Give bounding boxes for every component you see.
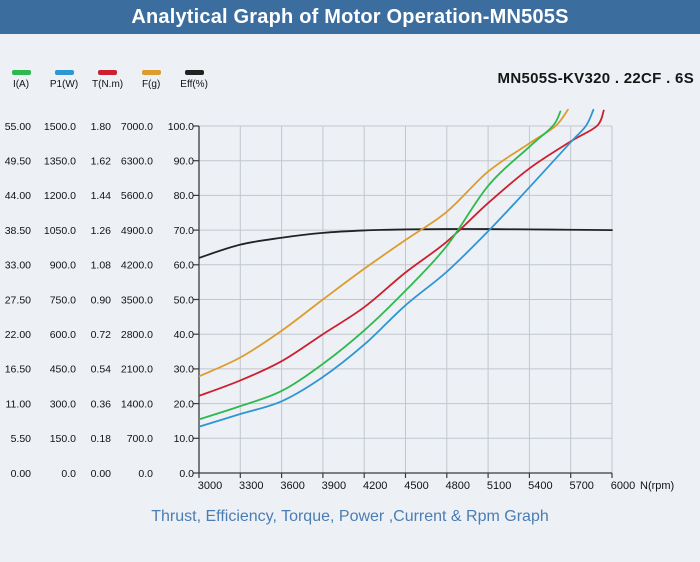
title-bar: Analytical Graph of Motor Operation-MN50… xyxy=(0,0,700,34)
chart-header-row: I(A) P1(W) T(N.m) F(g) Eff(%) MN505S-KV3… xyxy=(0,66,700,98)
y-tick-label: 900.0 xyxy=(50,260,76,272)
y-tick-label: 70.0 xyxy=(174,225,195,237)
legend-label-power: P1(W) xyxy=(49,79,79,90)
x-tick-label: 3300 xyxy=(239,480,263,492)
y-tick-label: 5.50 xyxy=(11,433,32,445)
y-tick-label: 0.0 xyxy=(179,468,194,480)
page-title: Analytical Graph of Motor Operation-MN50… xyxy=(131,5,569,28)
x-axis-unit-label: N(rpm) xyxy=(640,480,674,492)
y-tick-label: 7000.0 xyxy=(121,121,153,133)
curve-f-g- xyxy=(199,108,569,378)
y-tick-label: 1350.0 xyxy=(44,156,76,168)
y-tick-label: 2800.0 xyxy=(121,329,153,341)
y-tick-label: 40.0 xyxy=(174,329,195,341)
x-tick-label: 4200 xyxy=(363,480,387,492)
legend-label-current: I(A) xyxy=(12,79,30,90)
legend-label-efficiency: Eff(%) xyxy=(180,79,208,90)
y-tick-label: 150.0 xyxy=(50,433,76,445)
y-tick-label: 1500.0 xyxy=(44,121,76,133)
legend-item-current: I(A) xyxy=(6,66,36,90)
chart-caption: Thrust, Efficiency, Torque, Power ,Curre… xyxy=(151,508,549,525)
y-tick-label: 55.00 xyxy=(5,121,31,133)
y-tick-label: 1.26 xyxy=(91,225,112,237)
y-tick-label: 600.0 xyxy=(50,329,76,341)
y-tick-label: 38.50 xyxy=(5,225,31,237)
chart-canvas: 55.00 49.50 44.00 38.50 33.00 27.50 22.00 16.50… xyxy=(5,108,674,492)
y-tick-label: 1.62 xyxy=(91,156,112,168)
torque-swatch-icon xyxy=(98,70,118,75)
y-tick-label: 300.0 xyxy=(50,398,76,410)
curve-p1-w- xyxy=(199,108,595,428)
y-tick-label: 0.00 xyxy=(91,468,112,480)
legend-label-thrust: F(g) xyxy=(141,79,161,90)
y-tick-label: 0.54 xyxy=(91,364,112,376)
legend: I(A) P1(W) T(N.m) F(g) Eff(%) xyxy=(6,66,209,90)
y-tick-label: 22.00 xyxy=(5,329,31,341)
y-tick-label: 1400.0 xyxy=(121,398,153,410)
y-tick-label: 1.80 xyxy=(91,121,112,133)
x-tick-label: 6000 xyxy=(611,480,635,492)
y-tick-label: 6300.0 xyxy=(121,156,153,168)
x-tick-label: 5700 xyxy=(569,480,593,492)
x-tick-label: 3000 xyxy=(198,480,222,492)
curve-eff- xyxy=(199,228,613,259)
y-tick-label: 49.50 xyxy=(5,156,31,168)
y-tick-label: 27.50 xyxy=(5,294,31,306)
y-tick-label: 16.50 xyxy=(5,364,31,376)
y-tick-label: 0.18 xyxy=(91,433,112,445)
y-tick-label: 450.0 xyxy=(50,364,76,376)
legend-item-power: P1(W) xyxy=(49,66,79,90)
y-tick-label: 100.0 xyxy=(168,121,194,133)
y-tick-label: 1050.0 xyxy=(44,225,76,237)
y-tick-label: 1.08 xyxy=(91,260,112,272)
y-tick-label: 60.0 xyxy=(174,260,195,272)
y-tick-label: 0.0 xyxy=(61,468,76,480)
y-tick-label: 30.0 xyxy=(174,364,195,376)
efficiency-swatch-icon xyxy=(184,70,204,75)
y-tick-label: 0.36 xyxy=(91,398,112,410)
y-tick-label: 33.00 xyxy=(5,260,31,272)
y-tick-label: 90.0 xyxy=(174,156,195,168)
legend-item-torque: T(N.m) xyxy=(92,66,123,90)
y-tick-label: 2100.0 xyxy=(121,364,153,376)
legend-item-thrust: F(g) xyxy=(136,66,166,90)
y-tick-label: 50.0 xyxy=(174,294,195,306)
x-tick-label: 5400 xyxy=(528,480,552,492)
y-tick-label: 700.0 xyxy=(127,433,153,445)
y-tick-label: 1200.0 xyxy=(44,190,76,202)
x-tick-label: 3900 xyxy=(322,480,346,492)
power-swatch-icon xyxy=(54,70,74,75)
motor-model-label: MN505S-KV320 . 22CF . 6S xyxy=(497,70,694,87)
y-tick-label: 0.90 xyxy=(91,294,112,306)
y-tick-label: 0.0 xyxy=(138,468,153,480)
x-tick-label: 3600 xyxy=(280,480,304,492)
thrust-swatch-icon xyxy=(141,70,161,75)
y-tick-label: 750.0 xyxy=(50,294,76,306)
curve-i-a- xyxy=(199,110,562,421)
curve-t-n-m- xyxy=(199,109,605,397)
y-tick-label: 3500.0 xyxy=(121,294,153,306)
legend-item-efficiency: Eff(%) xyxy=(179,66,209,90)
legend-label-torque: T(N.m) xyxy=(92,79,124,90)
x-tick-label: 5100 xyxy=(487,480,511,492)
y-tick-label: 4200.0 xyxy=(121,260,153,272)
y-tick-label: 44.00 xyxy=(5,190,31,202)
x-tick-label: 4800 xyxy=(446,480,470,492)
y-tick-label: 20.0 xyxy=(174,398,195,410)
y-tick-label: 1.44 xyxy=(91,190,112,202)
y-tick-label: 11.00 xyxy=(6,398,32,410)
x-tick-label: 4500 xyxy=(404,480,428,492)
y-tick-label: 10.0 xyxy=(174,433,195,445)
y-tick-label: 5600.0 xyxy=(121,190,153,202)
y-tick-label: 0.72 xyxy=(91,329,112,341)
y-tick-label: 0.00 xyxy=(11,468,32,480)
y-tick-label: 80.0 xyxy=(174,190,195,202)
current-swatch-icon xyxy=(11,70,31,75)
y-tick-label: 4900.0 xyxy=(121,225,153,237)
